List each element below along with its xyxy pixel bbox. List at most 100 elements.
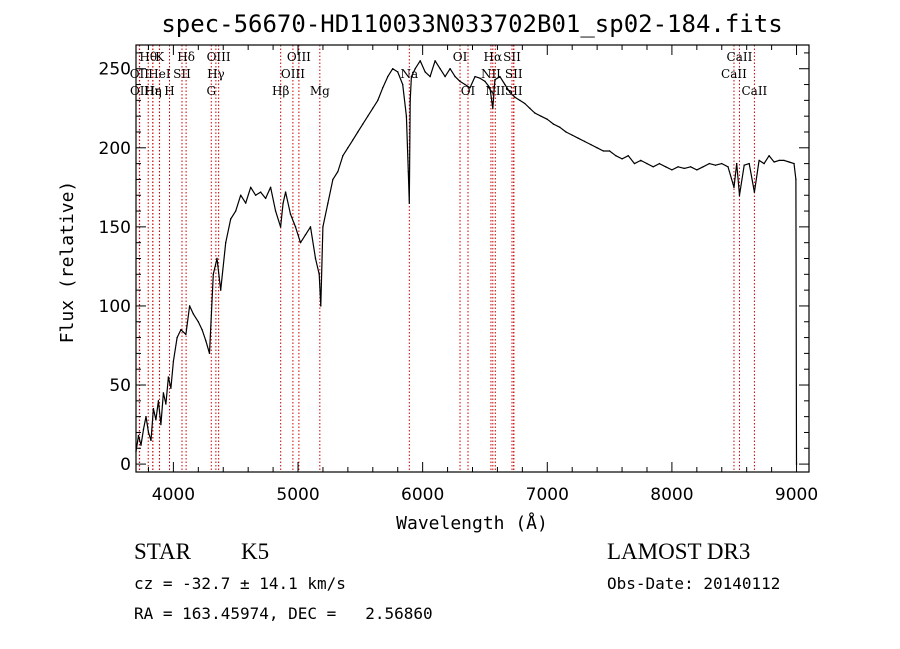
data-point (155, 419, 157, 421)
line-label: Na (400, 67, 418, 81)
data-point (279, 226, 282, 228)
data-point (677, 166, 679, 168)
x-axis-label: Wavelength (Å) (396, 512, 548, 534)
data-point (689, 166, 692, 168)
data-point (783, 159, 785, 162)
y-tick-label: 0 (120, 455, 131, 475)
data-point (318, 273, 320, 276)
axes: 4000 5000 6000 7000 8000 9000 0 50 100 150 200 250 (99, 44, 818, 505)
data-point (176, 336, 178, 339)
data-point (454, 75, 456, 78)
line-label: CaII (741, 84, 767, 98)
line-label: Hη (144, 84, 162, 98)
line-label: NII (481, 67, 501, 81)
data-point (671, 169, 673, 171)
data-point (439, 68, 441, 70)
data-point (405, 115, 408, 117)
line-label: Hβ (272, 84, 289, 98)
data-point (429, 75, 431, 78)
data-point (602, 150, 605, 152)
object-class: STAR (134, 539, 191, 564)
data-point (559, 126, 561, 128)
data-point (714, 164, 717, 166)
spectral-line-markers (138, 45, 755, 472)
data-point (464, 83, 466, 86)
data-point (352, 139, 354, 141)
data-point (320, 305, 322, 307)
line-label: H (164, 84, 174, 98)
x-tick-label: 8000 (650, 485, 693, 505)
data-point (658, 162, 661, 165)
data-point (459, 80, 461, 83)
data-point (793, 162, 795, 165)
data-point (188, 305, 191, 307)
line-label: HeI (148, 67, 171, 81)
data-point (773, 161, 775, 163)
data-point (372, 107, 374, 109)
data-point (696, 169, 698, 171)
data-point (590, 143, 592, 146)
x-tick-label: 4000 (152, 485, 195, 505)
data-point (529, 107, 531, 109)
data-point (721, 162, 723, 165)
x-tick-label: 7000 (526, 485, 569, 505)
line-label: SII (173, 67, 191, 81)
data-point (419, 60, 421, 62)
line-label: OI (461, 84, 476, 98)
data-point (702, 166, 704, 168)
object-subclass: K5 (241, 539, 270, 564)
data-point (646, 162, 648, 165)
data-point (212, 273, 214, 276)
data-point (743, 164, 745, 166)
data-point (172, 360, 175, 362)
data-point (788, 161, 790, 163)
data-point (489, 87, 491, 89)
data-point (387, 75, 389, 78)
line-label: CaII (727, 50, 753, 64)
y-tick-label: 100 (99, 297, 131, 317)
data-point (152, 408, 155, 410)
y-tick-label: 150 (99, 218, 131, 238)
data-point (615, 155, 617, 157)
data-point (408, 202, 411, 204)
survey-name: LAMOST DR3 (607, 539, 751, 564)
data-point (282, 202, 284, 204)
data-point (753, 191, 756, 193)
data-point (640, 159, 642, 162)
line-label: Mg (310, 84, 330, 98)
data-point (577, 137, 580, 140)
y-tick-label: 200 (99, 139, 131, 159)
data-point (552, 123, 555, 125)
line-label: NII (485, 84, 505, 98)
data-point (778, 159, 780, 162)
x-tick-label: 6000 (401, 485, 444, 505)
data-point (708, 162, 710, 165)
line-label: Hδ (177, 50, 195, 64)
data-point (583, 140, 586, 143)
data-point (160, 423, 162, 426)
line-label: SII (505, 84, 523, 98)
series-line-spectrum (135, 60, 798, 465)
redshift-readout: cz = -32.7 ± 14.1 km/s (134, 574, 346, 593)
line-label: OIII (287, 50, 311, 64)
data-point (768, 155, 770, 157)
data-point (147, 431, 150, 434)
data-point (208, 352, 211, 355)
data-point (249, 186, 252, 189)
data-point (170, 387, 172, 389)
data-point (332, 178, 334, 181)
data-point (596, 147, 598, 149)
data-point (424, 71, 426, 73)
data-point (289, 213, 292, 215)
data-point (382, 87, 384, 89)
line-label: Hα (484, 50, 503, 64)
coordinates-readout: RA = 163.45974, DEC = 2.56860 (134, 604, 433, 623)
line-label: SII (505, 67, 523, 81)
data-point (534, 112, 536, 114)
data-point (347, 147, 349, 149)
data-point (736, 162, 738, 165)
data-point (494, 79, 496, 81)
data-point (322, 226, 324, 228)
